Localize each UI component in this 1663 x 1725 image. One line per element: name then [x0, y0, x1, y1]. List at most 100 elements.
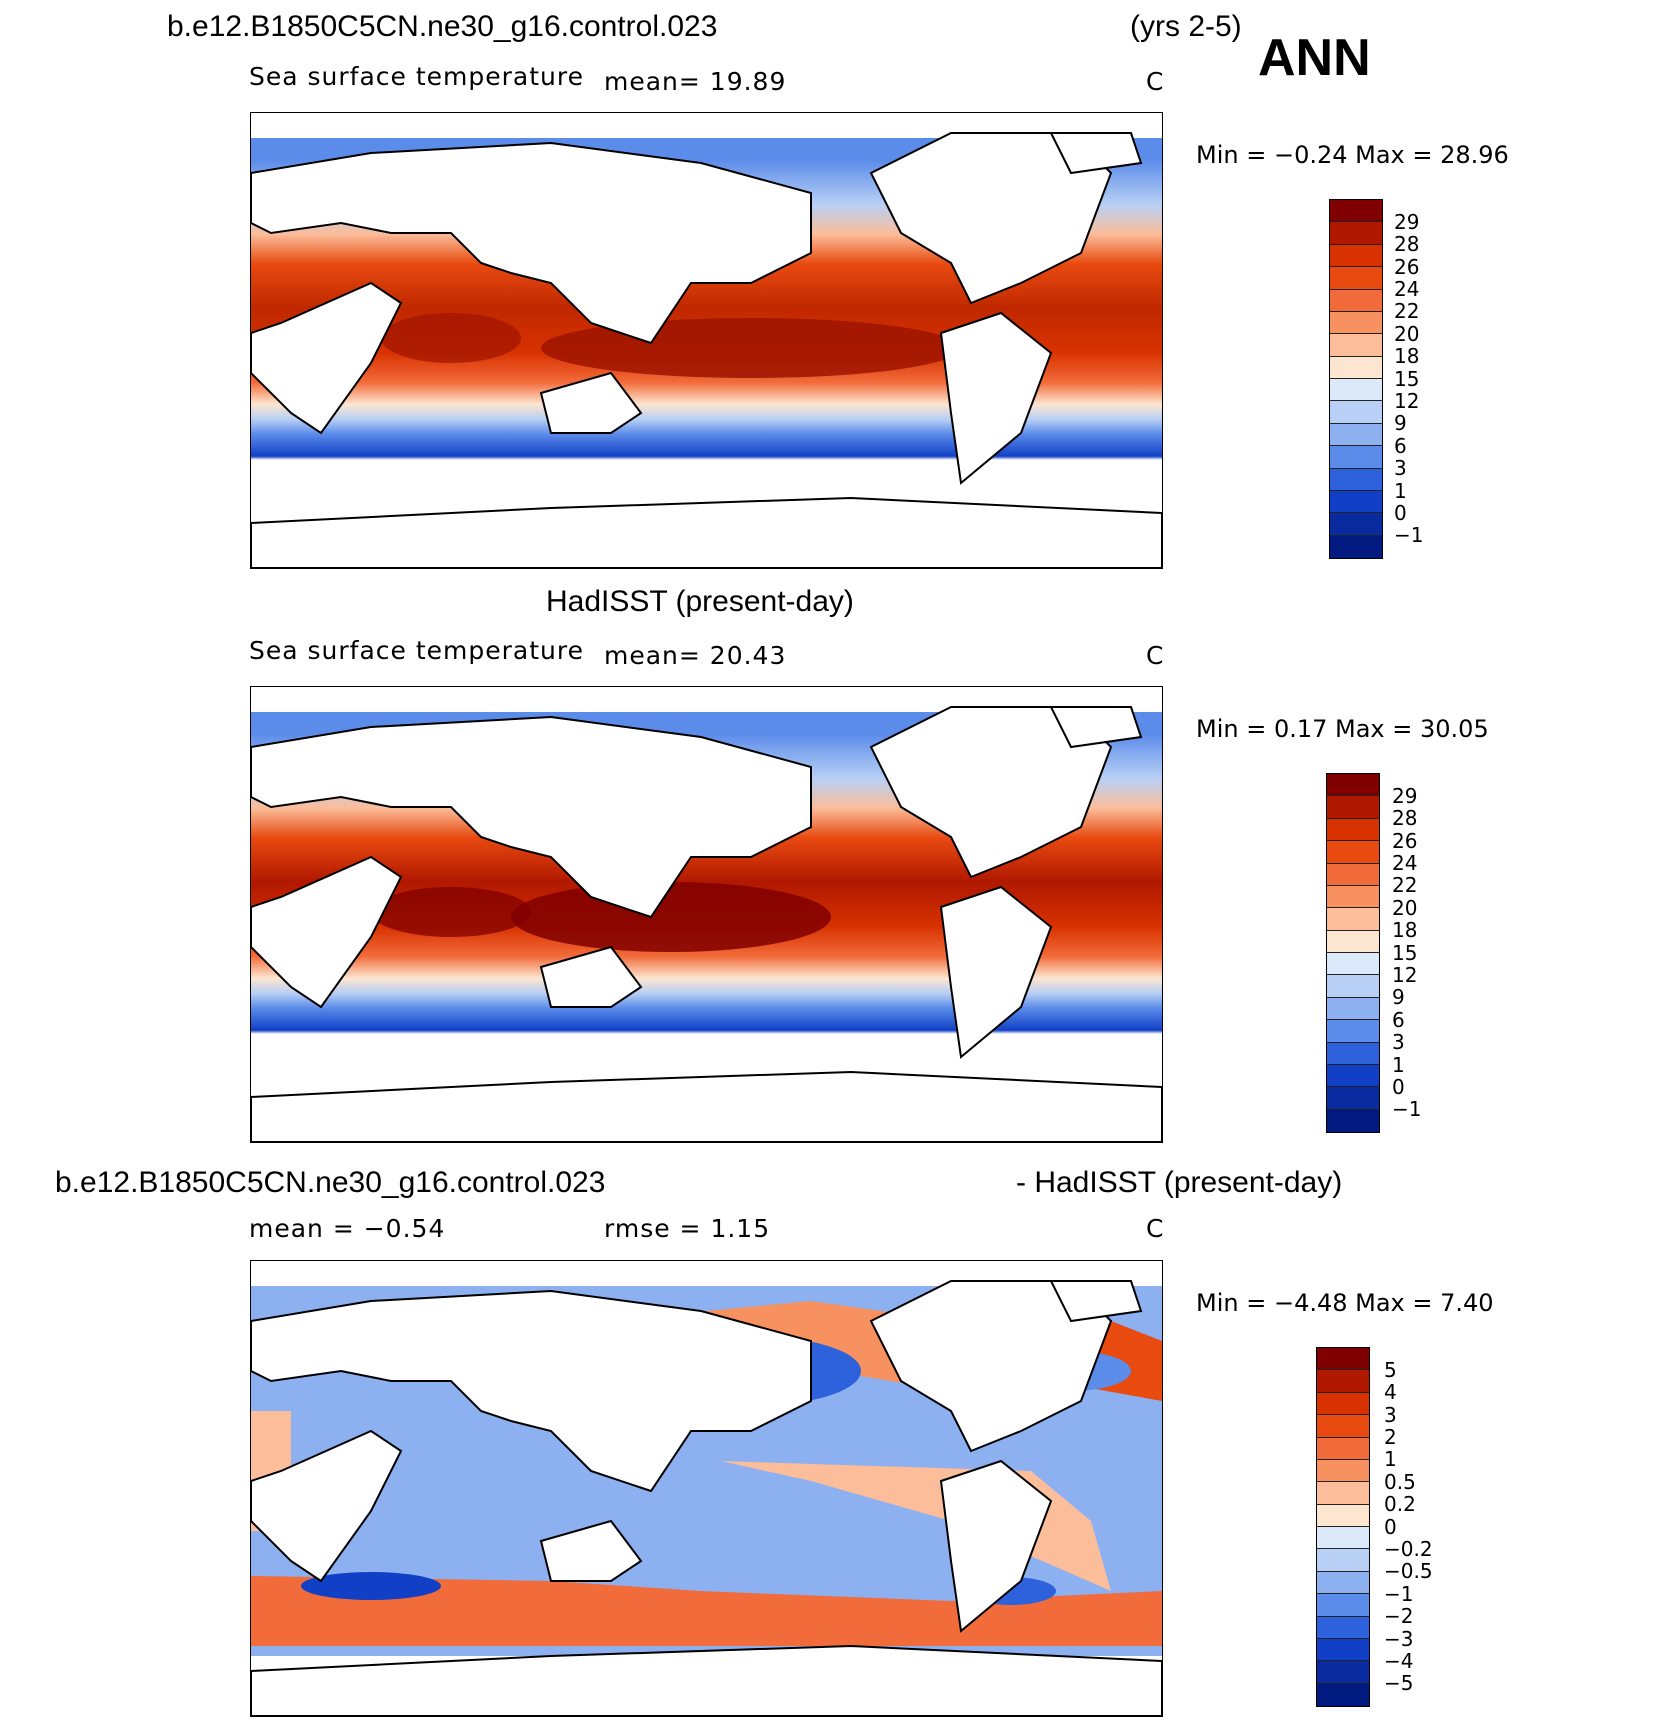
- colorbar-label: 20: [1392, 896, 1418, 920]
- colorbar-label: 29: [1394, 210, 1420, 234]
- colorbar-label: −0.5: [1384, 1559, 1433, 1583]
- swatch: [1317, 1683, 1369, 1706]
- colorbar-label: 3: [1392, 1030, 1405, 1054]
- colorbar-label: 9: [1394, 411, 1407, 435]
- colorbar-label: 22: [1394, 299, 1420, 323]
- colorbar-label: 9: [1392, 985, 1405, 1009]
- swatch: [1330, 356, 1382, 379]
- swatch: [1327, 908, 1379, 931]
- swatch: [1330, 401, 1382, 424]
- colorbar-label: 2: [1384, 1425, 1397, 1449]
- panel3-rmse: rmse = 1.15: [604, 1214, 771, 1243]
- swatch: [1327, 774, 1379, 797]
- swatch: [1317, 1459, 1369, 1483]
- hadisst-sst-map: [250, 686, 1163, 1143]
- swatch: [1330, 267, 1382, 290]
- swatch: [1317, 1571, 1369, 1595]
- swatch: [1327, 818, 1379, 842]
- colorbar-label: −4: [1384, 1649, 1414, 1673]
- colorbar-label: 18: [1394, 344, 1420, 368]
- swatch: [1327, 863, 1379, 886]
- swatch: [1327, 841, 1379, 864]
- panel3-min-max: Min = −4.48 Max = 7.40: [1196, 1289, 1494, 1317]
- swatch: [1317, 1504, 1369, 1527]
- swatch: [1327, 885, 1379, 909]
- colorbar-label: 0: [1392, 1075, 1405, 1099]
- panel2-subtitle: Sea surface temperature: [249, 636, 584, 665]
- colorbar-label: 15: [1394, 367, 1420, 391]
- land-masses: [251, 706, 1162, 1142]
- swatch: [1330, 311, 1382, 335]
- colorbar-label: 1: [1392, 1053, 1405, 1077]
- land-masses: [251, 1280, 1162, 1716]
- swatch: [1317, 1616, 1369, 1639]
- colorbar-label: 6: [1394, 434, 1407, 458]
- swatch: [1327, 1042, 1379, 1065]
- colorbar-label: 22: [1392, 873, 1418, 897]
- case-title: b.e12.B1850C5CN.ne30_g16.control.023: [167, 10, 718, 43]
- colorbar-label: −1: [1392, 1097, 1422, 1121]
- hadisst-sst-colorbar: [1326, 773, 1380, 1133]
- colorbar-label: −5: [1384, 1671, 1414, 1695]
- colorbar-label: −1: [1394, 523, 1424, 547]
- colorbar-label: 20: [1394, 322, 1420, 346]
- swatch: [1327, 1087, 1379, 1110]
- swatch: [1330, 423, 1382, 447]
- swatch: [1317, 1638, 1369, 1662]
- colorbar-label: −1: [1384, 1582, 1414, 1606]
- swatch: [1327, 796, 1379, 819]
- difference-colorbar: [1316, 1347, 1370, 1707]
- panel3-units: C: [1146, 1214, 1165, 1243]
- panel2-title: HadISST (present-day): [546, 585, 854, 618]
- colorbar-label: 3: [1394, 456, 1407, 480]
- land-masses: [251, 132, 1162, 568]
- colorbar-label: 15: [1392, 941, 1418, 965]
- panel1-subtitle: Sea surface temperature: [249, 62, 584, 91]
- panel1-units: C: [1146, 67, 1165, 96]
- swatch: [1330, 200, 1382, 223]
- swatch: [1327, 975, 1379, 998]
- colorbar-label: 12: [1394, 389, 1420, 413]
- colorbar-label: 24: [1394, 277, 1420, 301]
- swatch: [1327, 953, 1379, 976]
- swatch: [1330, 289, 1382, 312]
- panel3-title-case: b.e12.B1850C5CN.ne30_g16.control.023: [55, 1166, 606, 1199]
- panel2-mean: mean= 20.43: [604, 641, 787, 670]
- swatch: [1327, 930, 1379, 953]
- colorbar-label: −3: [1384, 1627, 1414, 1651]
- swatch: [1330, 535, 1382, 558]
- swatch: [1330, 490, 1382, 514]
- colorbar-label: 18: [1392, 918, 1418, 942]
- swatch: [1327, 997, 1379, 1021]
- panel3-title-obs: - HadISST (present-day): [1016, 1166, 1343, 1199]
- colorbar-label: 0: [1394, 501, 1407, 525]
- swatch: [1330, 334, 1382, 357]
- swatch: [1317, 1348, 1369, 1371]
- colorbar-label: 6: [1392, 1008, 1405, 1032]
- panel2-min-max: Min = 0.17 Max = 30.05: [1196, 715, 1489, 743]
- swatch: [1317, 1415, 1369, 1438]
- swatch: [1330, 222, 1382, 245]
- swatch: [1330, 446, 1382, 469]
- panel1-min-max: Min = −0.24 Max = 28.96: [1196, 141, 1509, 169]
- swatch: [1317, 1661, 1369, 1684]
- model-sst-map: [250, 112, 1163, 569]
- difference-map: [250, 1260, 1163, 1717]
- panel1-mean: mean= 19.89: [604, 67, 787, 96]
- swatch: [1327, 1109, 1379, 1132]
- colorbar-label: 0.5: [1384, 1470, 1416, 1494]
- swatch: [1317, 1527, 1369, 1550]
- colorbar-label: 26: [1392, 829, 1418, 853]
- colorbar-label: −2: [1384, 1604, 1414, 1628]
- colorbar-label: 3: [1384, 1403, 1397, 1427]
- swatch: [1317, 1437, 1369, 1460]
- swatch: [1317, 1370, 1369, 1393]
- swatch: [1327, 1020, 1379, 1043]
- panel2-units: C: [1146, 641, 1165, 670]
- years-label: (yrs 2-5): [1130, 10, 1242, 43]
- swatch: [1317, 1549, 1369, 1572]
- colorbar-label: 28: [1392, 806, 1418, 830]
- panel3-mean: mean = −0.54: [249, 1214, 446, 1243]
- colorbar-label: 0.2: [1384, 1492, 1416, 1516]
- colorbar-label: 1: [1384, 1447, 1397, 1471]
